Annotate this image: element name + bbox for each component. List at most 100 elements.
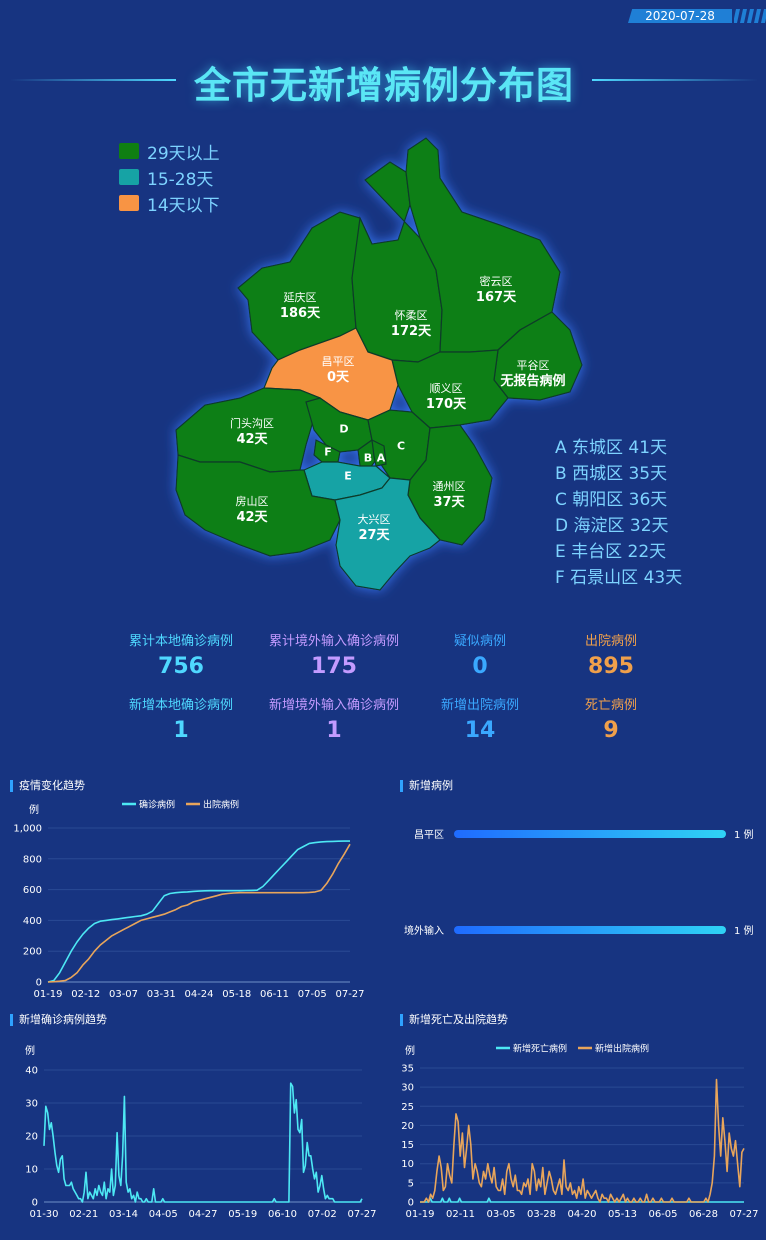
series-line-0 [43, 1082, 363, 1203]
map-label-fangshan: 房山区 42天 [236, 494, 269, 527]
stat-item: 出院病例 895 [526, 633, 696, 683]
legend-label: 新增出院病例 [595, 1043, 649, 1055]
stat-label: 累计境外输入确诊病例 [268, 634, 399, 649]
y-tick-label: 0 [408, 1198, 414, 1209]
x-tick-label: 07-27 [729, 1209, 758, 1220]
stat-label: 累计本地确诊病例 [128, 634, 233, 649]
map-letter-a: A [376, 451, 386, 465]
y-tick-label: 400 [23, 916, 42, 927]
x-tick-label: 07-02 [308, 1209, 337, 1220]
x-tick-label: 06-11 [260, 989, 289, 1000]
y-tick-label: 0 [36, 978, 42, 989]
x-tick-label: 04-24 [184, 989, 213, 1000]
series-line-1 [420, 1078, 745, 1203]
stat-label: 新增境外输入确诊病例 [268, 698, 399, 713]
map-label-changping: 昌平区 0天 [322, 354, 355, 387]
x-tick-label: 07-27 [335, 989, 364, 1000]
map-district-name: 大兴区 [357, 513, 391, 526]
y-axis-label: 例 [25, 1044, 35, 1057]
legend-swatch [119, 169, 139, 185]
x-tick-label: 06-28 [689, 1209, 718, 1220]
map-label-mentougou: 门头沟区 42天 [230, 416, 274, 449]
stat-value: 1 [326, 718, 342, 743]
stat-item: 累计境外输入确诊病例 175 [249, 633, 419, 683]
y-tick-label: 10 [25, 1165, 38, 1176]
y-tick-label: 30 [401, 1083, 414, 1094]
x-tick-label: 03-07 [109, 989, 138, 1000]
district-list-item: B 西城区 35天 [555, 464, 668, 484]
map-district-name: 延庆区 [283, 291, 317, 304]
panel-title-death-discharge: 新增死亡及出院趋势 [400, 1014, 508, 1026]
stat-label: 死亡病例 [584, 698, 637, 713]
map-district-days: 27天 [358, 528, 390, 543]
date-stripes-decoration [734, 9, 766, 23]
legend-label: 新增死亡病例 [513, 1043, 567, 1055]
map-district-days: 170天 [425, 397, 467, 412]
y-tick-label: 1,000 [13, 824, 42, 835]
map-letter-f: F [324, 445, 332, 459]
stat-value: 1 [173, 718, 189, 743]
y-tick-label: 35 [401, 1064, 414, 1075]
district-list-item: C 朝阳区 36天 [555, 490, 668, 510]
stat-item: 疑似病例 0 [395, 633, 565, 683]
map-letter-d: D [339, 422, 349, 436]
map-region-xicheng [357, 438, 377, 469]
map-label-miyun: 密云区 167天 [476, 274, 516, 307]
title-divider-right [592, 79, 758, 81]
bar-value-label: 1 例 [734, 924, 754, 937]
map-district-days: 42天 [236, 510, 268, 525]
y-tick-label: 25 [401, 1102, 414, 1113]
y-tick-label: 0 [32, 1198, 38, 1209]
x-tick-label: 06-05 [648, 1209, 677, 1220]
y-tick-label: 20 [401, 1121, 414, 1132]
district-list-item: D 海淀区 32天 [555, 516, 669, 536]
district-list-item: A 东城区 41天 [555, 438, 668, 458]
legend-swatch [119, 195, 139, 211]
legend-label: 29天以上 [147, 143, 220, 164]
y-tick-label: 15 [401, 1140, 414, 1151]
map-label-yanqing: 延庆区 186天 [280, 290, 320, 323]
map-district-name: 顺义区 [429, 382, 463, 395]
date-tag: 2020-07-28 [628, 9, 732, 23]
y-tick-label: 600 [23, 885, 42, 896]
x-tick-label: 01-30 [29, 1209, 58, 1220]
panel-title-trend: 疫情变化趋势 [10, 780, 85, 792]
y-axis-label: 例 [405, 1044, 415, 1057]
map-region-dongcheng [371, 438, 387, 467]
y-tick-label: 200 [23, 947, 42, 958]
x-tick-label: 02-21 [69, 1209, 98, 1220]
map-district-days: 37天 [433, 495, 465, 510]
stat-label: 疑似病例 [453, 634, 506, 649]
bar-category-label: 境外输入 [404, 924, 444, 937]
map-region-daxing [334, 477, 441, 591]
map-label-daxing: 大兴区 27天 [358, 512, 391, 545]
legend-item-29-plus: 29天以上 [119, 140, 220, 164]
panel-title-new-cases: 新增病例 [400, 780, 453, 792]
x-tick-label: 07-05 [298, 989, 327, 1000]
bar-value-label: 1 例 [734, 828, 754, 841]
map-label-pinggu: 平谷区 无报告病例 [500, 358, 565, 391]
stat-item: 新增本地确诊病例 1 [96, 697, 266, 747]
map-district-name: 平谷区 [516, 359, 550, 372]
x-tick-label: 04-27 [188, 1209, 217, 1220]
beijing-district-map [175, 137, 583, 591]
legend-label: 确诊病例 [139, 799, 175, 811]
legend-label: 15-28天 [147, 169, 214, 190]
legend-label: 14天以下 [147, 195, 220, 216]
legend-item-15-28: 15-28天 [119, 166, 214, 190]
x-tick-label: 03-28 [527, 1209, 556, 1220]
y-tick-label: 30 [25, 1099, 38, 1110]
map-district-days: 172天 [390, 324, 432, 339]
stat-item: 累计本地确诊病例 756 [96, 633, 266, 683]
map-district-name: 昌平区 [321, 355, 355, 368]
stat-item: 死亡病例 9 [526, 697, 696, 747]
map-letter-c: C [396, 439, 406, 453]
y-tick-label: 10 [401, 1159, 414, 1170]
y-tick-label: 40 [25, 1066, 38, 1077]
map-label-tongzhou: 通州区 37天 [433, 479, 466, 512]
x-tick-label: 03-14 [109, 1209, 138, 1220]
x-tick-label: 02-12 [71, 989, 100, 1000]
y-tick-label: 5 [408, 1178, 414, 1189]
map-region-tongzhou [407, 424, 493, 546]
